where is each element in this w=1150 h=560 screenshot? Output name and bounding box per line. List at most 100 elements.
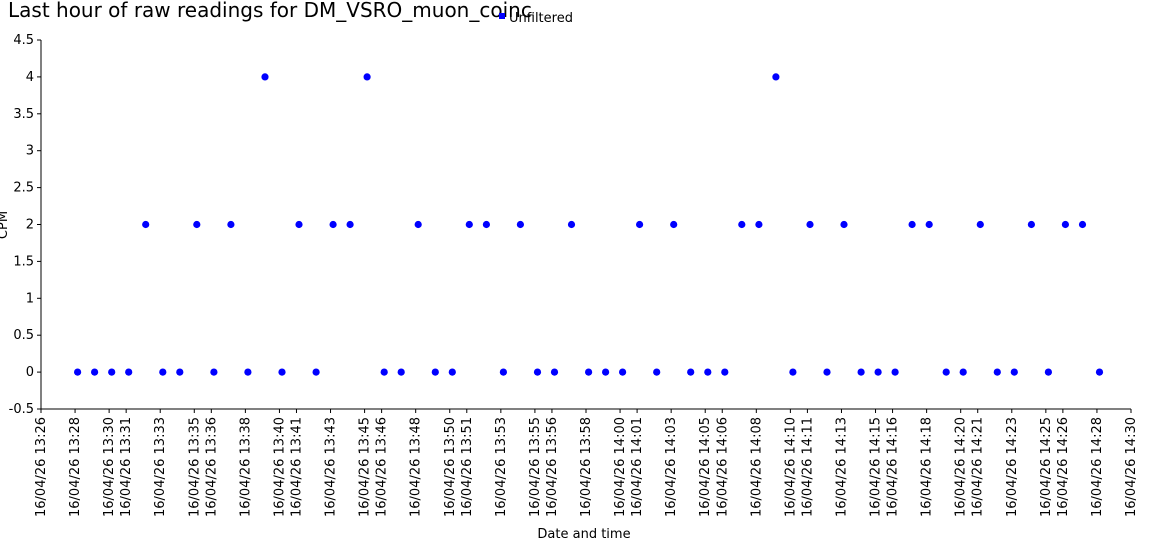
data-point [823, 368, 831, 376]
x-tick-label: 16/04/26 14:23 [1005, 417, 1020, 517]
data-points [74, 73, 1104, 376]
y-tick-label: 2 [26, 218, 34, 233]
x-tick-label: 16/04/26 13:36 [204, 417, 219, 517]
data-point [329, 220, 337, 229]
x-tick-label: 16/04/26 13:33 [153, 417, 168, 517]
data-point [789, 368, 797, 376]
x-tick-label: 16/04/26 14:26 [1056, 417, 1071, 517]
data-point [670, 220, 678, 229]
x-tick-label: 16/04/26 13:26 [34, 417, 49, 517]
y-tick-label: 1.5 [13, 254, 34, 269]
x-tick-label: 16/04/26 14:20 [954, 417, 969, 517]
x-tick-label: 16/04/26 14:05 [698, 417, 713, 517]
data-point [806, 220, 814, 229]
data-point [91, 368, 99, 376]
data-point [755, 220, 763, 229]
data-point [857, 368, 865, 376]
data-point [1095, 368, 1104, 376]
x-tick-label: 16/04/26 14:00 [613, 417, 628, 517]
data-point [567, 220, 576, 229]
x-tick-label: 16/04/26 14:13 [834, 417, 849, 517]
y-tick-label: 0 [26, 365, 34, 380]
data-point [74, 368, 82, 376]
data-point [414, 220, 422, 229]
y-tick-label: 2.5 [13, 181, 34, 196]
data-point [942, 368, 950, 376]
data-point [380, 368, 388, 376]
legend-label: Unfiltered [509, 11, 573, 26]
x-tick-label: 16/04/26 14:25 [1039, 417, 1054, 517]
x-tick-label: 16/04/26 14:21 [971, 417, 986, 517]
data-point [516, 220, 525, 229]
x-tick-label: 16/04/26 14:10 [783, 417, 798, 517]
data-point [142, 220, 150, 229]
data-point [1010, 368, 1018, 376]
x-axis: 16/04/26 13:26 16/04/26 13:28 16/04/26 13:… [34, 408, 1139, 517]
legend-marker [499, 13, 505, 19]
data-point [159, 368, 167, 376]
x-tick-label: 16/04/26 14:06 [715, 417, 730, 517]
data-point [959, 368, 967, 376]
data-point [976, 220, 984, 229]
x-axis-label: Date and time [537, 527, 630, 542]
chart-title: Last hour of raw readings for DM_VSRO_mu… [8, 0, 532, 22]
data-point [431, 368, 439, 376]
data-point [227, 220, 235, 229]
x-tick-label: 16/04/26 13:41 [289, 417, 304, 517]
data-point [738, 220, 746, 229]
x-tick-label: 16/04/26 13:45 [358, 417, 373, 517]
x-tick-label: 16/04/26 13:28 [68, 417, 83, 517]
data-point [721, 368, 729, 376]
x-tick-label: 16/04/26 13:35 [187, 417, 202, 517]
x-tick-label: 16/04/26 13:55 [528, 417, 543, 517]
data-point [346, 220, 354, 229]
x-tick-label: 16/04/26 13:50 [443, 417, 458, 517]
data-point [176, 368, 184, 376]
x-tick-label: 16/04/26 14:08 [749, 417, 764, 517]
data-point [908, 220, 916, 229]
data-point [1027, 220, 1035, 229]
data-point [993, 368, 1001, 376]
y-tick-label: 3 [26, 144, 34, 159]
data-point [482, 220, 490, 229]
x-tick-label: 16/04/26 13:53 [494, 417, 509, 517]
data-point [244, 368, 252, 376]
x-tick-label: 16/04/26 13:43 [324, 417, 339, 517]
y-tick-label: 1 [26, 291, 34, 306]
data-point [193, 220, 201, 229]
data-point [108, 368, 116, 376]
x-tick-label: 16/04/26 13:40 [272, 417, 287, 517]
data-point [1078, 220, 1087, 229]
x-tick-label: 16/04/26 14:15 [869, 417, 884, 517]
data-point [925, 220, 933, 229]
data-point [125, 368, 133, 376]
legend: Unfiltered [499, 11, 573, 26]
x-tick-label: 16/04/26 14:16 [886, 417, 901, 517]
data-point [550, 368, 559, 376]
data-point [704, 368, 712, 376]
x-tick-label: 16/04/26 13:38 [238, 417, 253, 517]
x-tick-label: 16/04/26 13:31 [119, 417, 134, 517]
data-point [448, 368, 456, 376]
data-point [465, 220, 473, 229]
y-tick-label: 4 [26, 70, 34, 85]
y-axis-label: CPM [0, 211, 11, 239]
data-point [533, 368, 542, 376]
x-tick-label: 16/04/26 13:58 [579, 417, 594, 517]
data-point [772, 73, 780, 81]
x-tick-label: 16/04/26 13:56 [545, 417, 560, 517]
x-tick-label: 16/04/26 14:03 [664, 417, 679, 517]
y-tick-label: 3.5 [13, 107, 34, 122]
data-point [840, 220, 848, 229]
data-point [1061, 220, 1069, 229]
data-point [261, 73, 269, 81]
data-point [891, 368, 899, 376]
data-point [363, 73, 371, 81]
y-tick-label: -0.5 [9, 402, 34, 417]
data-point [602, 368, 610, 376]
x-tick-label: 16/04/26 14:30 [1124, 417, 1139, 517]
data-point [1044, 368, 1052, 376]
x-tick-label: 16/04/26 14:18 [920, 417, 935, 517]
data-point [874, 368, 882, 376]
x-tick-label: 16/04/26 14:01 [630, 417, 645, 517]
